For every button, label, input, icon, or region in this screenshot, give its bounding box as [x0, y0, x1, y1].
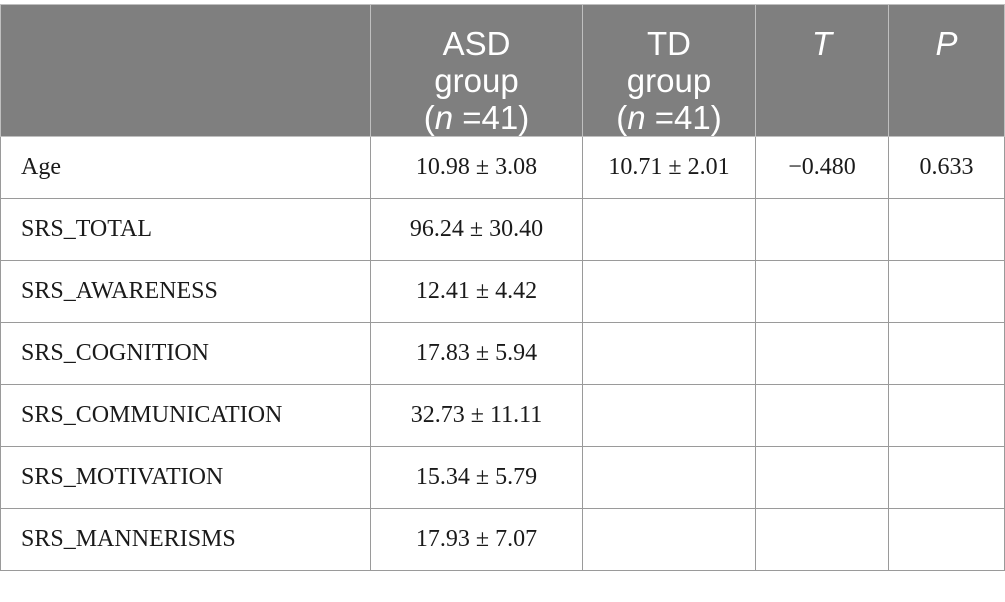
- demographics-table: ASD group (n =41) TD group (n =41) T P Age…: [0, 4, 1005, 571]
- table-row: SRS_COMMUNICATION 32.73 ± 11.11: [0, 384, 1005, 447]
- header-row: ASD group (n =41) TD group (n =41) T P: [0, 4, 1005, 137]
- asd-value-cell: 32.73 ± 11.11: [370, 384, 583, 447]
- p-value-cell: [888, 198, 1005, 261]
- td-value-cell: [582, 384, 756, 447]
- td-value-cell: [582, 446, 756, 509]
- td-value-cell: [582, 198, 756, 261]
- header-asd-line2: group: [434, 62, 519, 99]
- header-asd-n-symbol: n: [434, 99, 454, 136]
- header-t-statistic: T: [755, 4, 889, 137]
- header-td-n-symbol: n: [627, 99, 646, 136]
- t-value-cell: [755, 260, 889, 323]
- table-header: ASD group (n =41) TD group (n =41) T P: [0, 4, 1005, 137]
- td-value-cell: [582, 260, 756, 323]
- header-p-value: P: [888, 4, 1005, 137]
- asd-value-cell: 96.24 ± 30.40: [370, 198, 583, 261]
- header-blank-cell: [0, 4, 371, 137]
- table-row: SRS_MOTIVATION 15.34 ± 5.79: [0, 446, 1005, 509]
- header-td-group: TD group (n =41): [582, 4, 756, 137]
- table-body: Age 10.98 ± 3.08 10.71 ± 2.01 −0.480 0.6…: [0, 136, 1005, 571]
- row-label: SRS_MANNERISMS: [0, 508, 371, 571]
- t-value-cell: [755, 446, 889, 509]
- header-t-label: T: [811, 25, 833, 62]
- header-p-label: P: [935, 25, 958, 62]
- t-value-cell: [755, 322, 889, 385]
- row-label: SRS_AWARENESS: [0, 260, 371, 323]
- row-label: SRS_MOTIVATION: [0, 446, 371, 509]
- table-row: SRS_TOTAL 96.24 ± 30.40: [0, 198, 1005, 261]
- row-label: SRS_TOTAL: [0, 198, 371, 261]
- td-value-cell: [582, 508, 756, 571]
- table-row: SRS_MANNERISMS 17.93 ± 7.07: [0, 508, 1005, 571]
- row-label: SRS_COGNITION: [0, 322, 371, 385]
- td-value-cell: [582, 322, 756, 385]
- t-value-cell: −0.480: [755, 136, 889, 199]
- p-value-cell: [888, 322, 1005, 385]
- table-row: SRS_AWARENESS 12.41 ± 4.42: [0, 260, 1005, 323]
- p-value-cell: [888, 384, 1005, 447]
- table-row: Age 10.98 ± 3.08 10.71 ± 2.01 −0.480 0.6…: [0, 136, 1005, 199]
- asd-value-cell: 17.83 ± 5.94: [370, 322, 583, 385]
- p-value-cell: [888, 260, 1005, 323]
- t-value-cell: [755, 384, 889, 447]
- header-td-n-value: =41: [645, 99, 711, 136]
- td-value-cell: 10.71 ± 2.01: [582, 136, 756, 199]
- p-value-cell: [888, 508, 1005, 571]
- row-label: Age: [0, 136, 371, 199]
- asd-value-cell: 15.34 ± 5.79: [370, 446, 583, 509]
- t-value-cell: [755, 508, 889, 571]
- header-asd-group: ASD group (n =41): [370, 4, 583, 137]
- asd-value-cell: 17.93 ± 7.07: [370, 508, 583, 571]
- asd-value-cell: 10.98 ± 3.08: [370, 136, 583, 199]
- t-value-cell: [755, 198, 889, 261]
- asd-value-cell: 12.41 ± 4.42: [370, 260, 583, 323]
- header-asd-line1: ASD: [442, 25, 511, 62]
- p-value-cell: 0.633: [888, 136, 1005, 199]
- row-label: SRS_COMMUNICATION: [0, 384, 371, 447]
- header-asd-n-value: =41: [453, 99, 519, 136]
- header-td-line1: TD: [647, 25, 691, 62]
- p-value-cell: [888, 446, 1005, 509]
- table-row: SRS_COGNITION 17.83 ± 5.94: [0, 322, 1005, 385]
- header-td-line2: group: [626, 62, 712, 99]
